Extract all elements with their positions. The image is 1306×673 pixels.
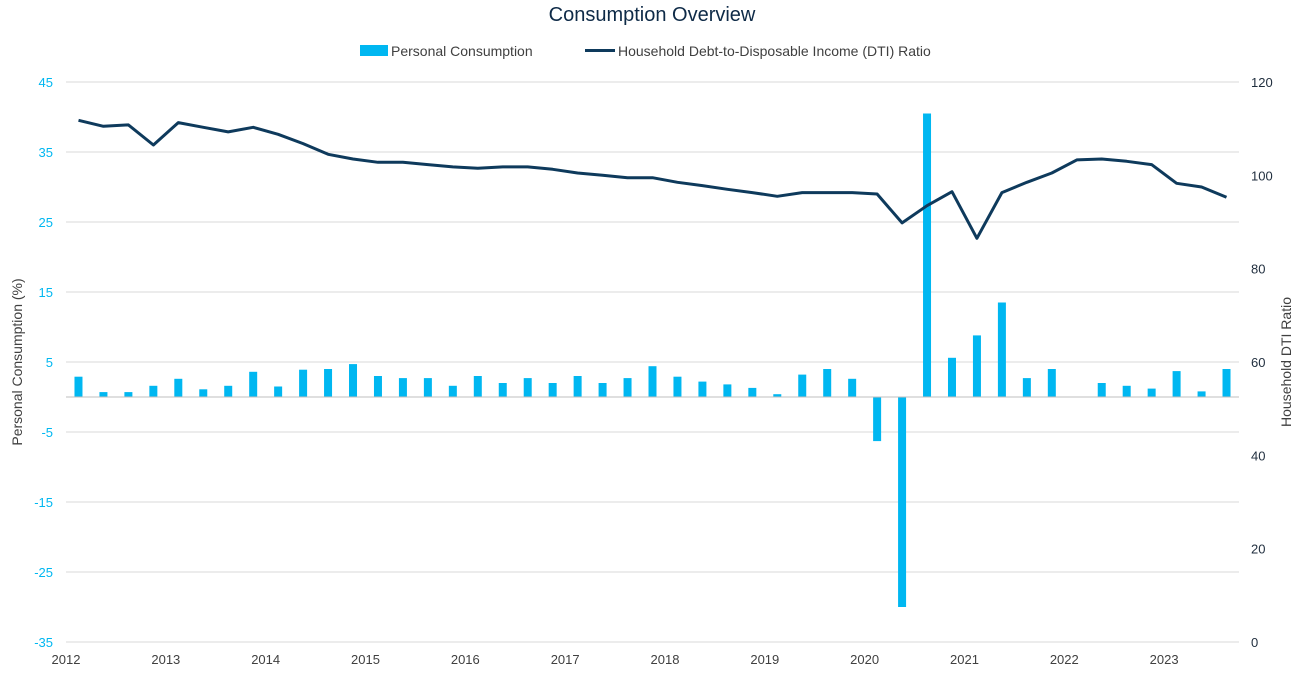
bar-personal-consumption (224, 385, 233, 397)
bar-personal-consumption (548, 383, 557, 397)
dti-ratio-line (78, 118, 1228, 240)
right-tick-label: 120 (1251, 75, 1273, 90)
legend-label-dti-ratio: Household Debt-to-Disposable Income (DTI… (618, 43, 931, 59)
x-tick-label: 2019 (750, 652, 779, 667)
bar-personal-consumption (398, 378, 407, 397)
bar-personal-consumption (648, 366, 657, 397)
bar-personal-consumption (773, 394, 782, 397)
right-tick-label: 40 (1251, 448, 1265, 463)
left-tick-label: 35 (39, 145, 53, 160)
x-tick-label: 2021 (950, 652, 979, 667)
left-tick-label: 45 (39, 75, 53, 90)
right-tick-label: 20 (1251, 542, 1265, 557)
bar-personal-consumption (373, 376, 382, 397)
x-tick-label: 2014 (251, 652, 280, 667)
bar-personal-consumption (573, 376, 582, 397)
bar-personal-consumption (1222, 369, 1231, 397)
bar-personal-consumption (199, 389, 208, 397)
bar-personal-consumption (972, 335, 981, 397)
bar-personal-consumption (873, 397, 882, 442)
bar-personal-consumption (698, 381, 707, 397)
bar-personal-consumption (149, 385, 158, 397)
x-tick-label: 2012 (52, 652, 81, 667)
right-tick-label: 80 (1251, 262, 1265, 277)
x-tick-label: 2022 (1050, 652, 1079, 667)
bar-personal-consumption (1172, 371, 1181, 397)
bar-personal-consumption (74, 376, 83, 397)
bar-personal-consumption (723, 384, 732, 397)
bar-personal-consumption (498, 383, 507, 397)
bar-personal-consumption (947, 357, 956, 397)
chart-legend: Personal Consumption Household Debt-to-D… (360, 43, 931, 59)
bar-personal-consumption (174, 378, 183, 397)
bar-personal-consumption (623, 378, 632, 397)
grid-lines (66, 81, 1239, 643)
left-axis-label: Personal Consumption (%) (9, 278, 25, 445)
bar-personal-consumption (473, 376, 482, 397)
legend-swatch-personal-consumption (360, 45, 388, 56)
bar-personal-consumption (124, 392, 133, 397)
bar-personal-consumption (848, 378, 857, 397)
bar-personal-consumption (299, 369, 308, 397)
right-axis-label: Household DTI Ratio (1278, 297, 1294, 427)
bar-personal-consumption (1122, 385, 1131, 397)
bar-series-personal-consumption (74, 113, 1231, 607)
right-tick-label: 100 (1251, 168, 1273, 183)
bar-personal-consumption (823, 369, 832, 397)
bar-personal-consumption (997, 302, 1006, 397)
bar-personal-consumption (1147, 388, 1156, 397)
bar-personal-consumption (798, 374, 807, 397)
bar-personal-consumption (99, 392, 108, 397)
bar-personal-consumption (448, 385, 457, 397)
x-tick-label: 2018 (651, 652, 680, 667)
chart-title: Consumption Overview (549, 4, 756, 26)
bar-personal-consumption (923, 113, 932, 397)
right-tick-label: 60 (1251, 355, 1265, 370)
bar-personal-consumption (523, 378, 532, 397)
left-tick-label: -5 (41, 425, 53, 440)
left-tick-label: 15 (39, 285, 53, 300)
legend-label-personal-consumption: Personal Consumption (391, 43, 533, 59)
bar-personal-consumption (1197, 391, 1206, 397)
x-tick-label: 2016 (451, 652, 480, 667)
bar-personal-consumption (598, 383, 607, 397)
x-axis-ticks: 2012 2013 2014 2015 2016 2017 2018 2019 2020 2021… (52, 652, 1179, 667)
bar-personal-consumption (274, 386, 283, 397)
bar-personal-consumption (324, 369, 333, 397)
x-tick-label: 2023 (1150, 652, 1179, 667)
left-tick-label: -15 (34, 495, 53, 510)
bar-personal-consumption (898, 397, 907, 607)
x-tick-label: 2015 (351, 652, 380, 667)
bar-personal-consumption (748, 387, 757, 397)
x-tick-label: 2017 (551, 652, 580, 667)
left-tick-label: -35 (34, 635, 53, 650)
x-tick-label: 2020 (850, 652, 879, 667)
right-tick-label: 0 (1251, 635, 1258, 650)
right-axis-ticks: 120 100 80 60 40 20 0 (1251, 75, 1273, 650)
bar-personal-consumption (1047, 369, 1056, 397)
left-tick-label: -25 (34, 565, 53, 580)
left-tick-label: 5 (46, 355, 53, 370)
left-tick-label: 25 (39, 215, 53, 230)
bar-personal-consumption (423, 378, 432, 397)
bar-personal-consumption (673, 376, 682, 397)
bar-personal-consumption (249, 371, 258, 397)
x-tick-label: 2013 (151, 652, 180, 667)
left-axis-ticks: 45 35 25 15 5 -5 -15 -25 -35 (34, 75, 53, 650)
bar-personal-consumption (1022, 378, 1031, 397)
bar-personal-consumption (349, 364, 358, 397)
bar-personal-consumption (1097, 383, 1106, 397)
line-series-dti-ratio (78, 118, 1228, 240)
